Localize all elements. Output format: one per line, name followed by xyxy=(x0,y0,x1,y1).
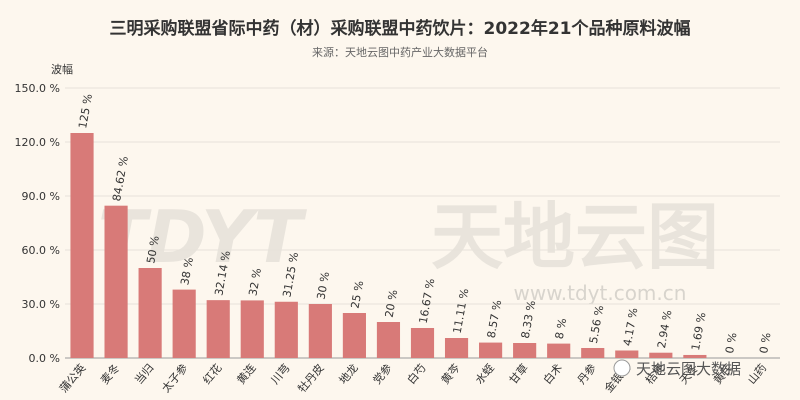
watermark-url: www.tdyt.com.cn xyxy=(514,281,687,305)
data-label: 1.69 % xyxy=(689,311,708,351)
watermark-logo: TDYT xyxy=(98,195,307,279)
watermark: TDYT 天地云图 www.tdyt.com.cn xyxy=(98,195,719,305)
data-label: 25 % xyxy=(349,280,367,310)
bar xyxy=(240,300,264,358)
data-label: 8.57 % xyxy=(485,299,504,339)
bar xyxy=(581,347,605,358)
category-label: 党参 xyxy=(370,361,395,387)
category-label: 水蛭 xyxy=(473,362,497,387)
data-label: 50 % xyxy=(144,235,162,265)
wechat-icon xyxy=(613,359,631,377)
bar xyxy=(649,352,673,358)
category-label: 黄连 xyxy=(234,361,259,387)
bar xyxy=(683,354,707,358)
data-label: 0 % xyxy=(757,332,773,355)
y-axis-ticks: 0.0 % 30.0 % 60.0 % 90.0 % 120.0 % 150.0 % xyxy=(15,82,60,365)
data-label: 2.94 % xyxy=(655,309,674,349)
category-label: 丹参 xyxy=(574,361,599,387)
y-tick-label: 30.0 % xyxy=(22,298,60,311)
category-label: 太子参 xyxy=(159,361,191,395)
bar xyxy=(479,342,503,358)
bar xyxy=(376,322,401,358)
category-label: 牡丹皮 xyxy=(295,361,327,395)
watermark-tag: 天地云图大数据 xyxy=(636,360,741,378)
bar xyxy=(547,343,571,358)
watermark-tag-group: 天地云图大数据 xyxy=(613,359,741,378)
bar xyxy=(615,350,639,358)
category-label: 山药 xyxy=(745,362,769,387)
data-label: 11.11 % xyxy=(451,288,472,335)
category-label: 地龙 xyxy=(337,362,361,387)
watermark-name: 天地云图 xyxy=(431,195,719,279)
category-label: 麦冬 xyxy=(98,361,123,387)
chart-title: 三明采购联盟省际中药（材）采购联盟中药饮片：2022年21个品种原料波幅 xyxy=(110,18,691,39)
data-label: 20 % xyxy=(383,289,401,319)
y-tick-label: 120.0 % xyxy=(15,136,60,149)
data-label: 32 % xyxy=(246,267,264,297)
data-label: 0 % xyxy=(723,332,739,355)
bar xyxy=(342,313,366,358)
bar xyxy=(274,301,298,358)
data-label: 8 % xyxy=(553,317,569,340)
data-label: 8.33 % xyxy=(519,299,538,339)
data-label: 125 % xyxy=(76,93,95,130)
y-tick-label: 60.0 % xyxy=(22,244,60,257)
category-label: 红花 xyxy=(200,362,224,387)
category-label: 川芎 xyxy=(268,361,293,387)
bar xyxy=(172,289,196,358)
chart-subtitle: 来源：天地云图中药产业大数据平台 xyxy=(312,45,488,59)
bar xyxy=(70,133,94,358)
category-label: 白芍 xyxy=(404,361,429,387)
category-label: 白术 xyxy=(540,361,565,387)
bar xyxy=(308,304,332,358)
category-label: 当归 xyxy=(132,361,157,387)
data-label: 4.17 % xyxy=(621,307,640,347)
bars xyxy=(70,133,707,358)
y-tick-label: 150.0 % xyxy=(15,82,60,95)
data-label: 5.56 % xyxy=(587,304,606,344)
bar xyxy=(138,268,162,358)
bar xyxy=(206,300,230,358)
bar xyxy=(410,327,435,358)
data-label: 30 % xyxy=(315,271,333,301)
bar xyxy=(104,205,128,358)
y-tick-label: 90.0 % xyxy=(22,190,60,203)
bar xyxy=(444,338,469,358)
y-tick-label: 0.0 % xyxy=(29,352,60,365)
bar xyxy=(513,343,537,358)
data-label: 38 % xyxy=(178,256,196,286)
category-label: 蒲公英 xyxy=(56,361,88,395)
data-label: 16.67 % xyxy=(417,277,438,324)
category-label: 黄芩 xyxy=(438,361,463,387)
category-label: 甘草 xyxy=(507,362,531,387)
y-axis-label: 波幅 xyxy=(51,63,73,76)
